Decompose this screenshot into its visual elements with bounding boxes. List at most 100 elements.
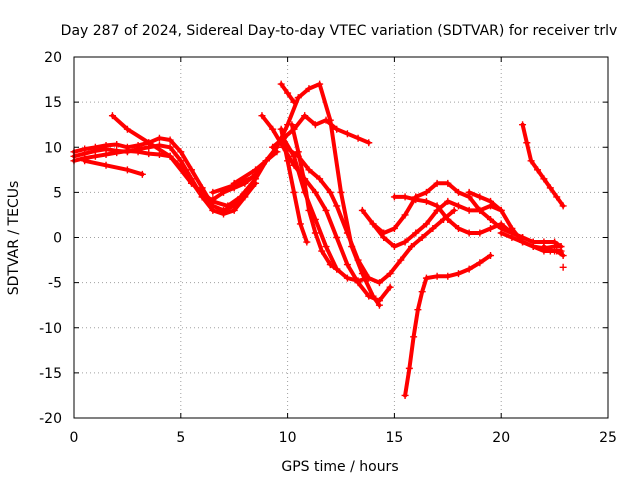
series-arc-late-3	[390, 193, 565, 251]
data-point	[380, 229, 388, 237]
data-point	[444, 197, 452, 205]
data-point	[358, 206, 366, 214]
data-point	[444, 179, 452, 187]
data-point	[465, 206, 473, 214]
data-point	[559, 263, 567, 271]
data-point	[369, 220, 377, 228]
series-line	[82, 158, 145, 177]
data-point	[290, 188, 298, 196]
data-point	[454, 224, 462, 232]
data-point	[102, 161, 110, 169]
data-point	[465, 188, 473, 196]
data-point	[145, 139, 153, 147]
data-point	[316, 175, 324, 183]
data-point	[177, 157, 185, 165]
data-point	[465, 229, 473, 237]
data-point	[311, 229, 319, 237]
data-point	[412, 229, 420, 237]
series-arc-early-4	[108, 112, 281, 210]
data-point	[390, 243, 398, 251]
data-point	[418, 234, 426, 241]
data-point	[155, 134, 163, 142]
data-point	[209, 197, 217, 205]
data-point	[375, 297, 383, 305]
data-point	[277, 125, 285, 133]
data-point	[166, 152, 174, 160]
series-line	[289, 122, 339, 272]
data-point	[177, 148, 185, 156]
data-point	[559, 202, 567, 210]
data-point	[422, 197, 430, 205]
data-point	[476, 229, 484, 237]
series-line	[270, 113, 371, 150]
data-point	[113, 149, 121, 157]
grid-layer	[74, 57, 608, 418]
data-point	[487, 215, 495, 223]
data-point	[365, 139, 373, 147]
data-point	[487, 197, 495, 205]
data-point	[333, 265, 341, 273]
y-tick-label: 5	[53, 185, 62, 201]
data-point	[187, 179, 195, 187]
data-point	[209, 188, 217, 196]
data-point	[333, 202, 341, 210]
data-point	[354, 277, 362, 285]
data-point	[277, 80, 285, 88]
series-arc-tail	[540, 243, 567, 260]
y-axis-label: SDTVAR / TECUs	[6, 181, 22, 296]
data-point	[311, 188, 319, 196]
x-tick-label: 10	[279, 430, 297, 446]
data-point	[519, 238, 527, 246]
data-point	[497, 220, 505, 228]
data-point	[305, 166, 313, 174]
y-tick-label: -20	[39, 411, 62, 427]
y-tick-label: 10	[44, 140, 62, 156]
data-point	[343, 229, 351, 237]
data-point	[301, 179, 309, 187]
data-point	[407, 243, 415, 251]
data-point	[412, 196, 420, 204]
y-tick-label: -15	[39, 366, 62, 382]
data-point	[343, 261, 351, 269]
series-arc-drop-a	[277, 125, 311, 246]
data-point	[284, 89, 292, 97]
series-line	[403, 253, 493, 398]
data-point	[540, 243, 548, 251]
series-line	[467, 190, 563, 251]
data-point	[288, 121, 296, 129]
data-point	[187, 166, 195, 174]
data-point	[433, 202, 441, 210]
series-arc-outlier	[559, 263, 567, 271]
x-tick-label: 15	[385, 430, 403, 446]
y-tick-label: -10	[39, 321, 62, 337]
data-point	[386, 270, 394, 278]
data-point	[262, 157, 270, 165]
series-arc-early-5	[81, 157, 146, 178]
data-point	[123, 125, 131, 133]
x-tick-label: 25	[599, 430, 617, 446]
data-point	[138, 170, 146, 178]
data-point	[546, 247, 554, 255]
data-point	[508, 224, 516, 232]
data-point	[326, 188, 334, 196]
data-point	[305, 206, 313, 214]
data-point	[444, 215, 452, 223]
data-point	[230, 206, 238, 214]
data-point	[523, 139, 531, 147]
data-point	[303, 238, 311, 246]
data-point	[476, 259, 484, 267]
data-point	[553, 193, 561, 201]
y-tick-label: 20	[44, 50, 62, 66]
data-point	[294, 148, 302, 156]
data-point	[252, 166, 260, 174]
data-point	[81, 157, 89, 165]
data-point	[91, 152, 99, 160]
data-point	[553, 247, 561, 255]
data-point	[145, 150, 153, 158]
data-point	[559, 252, 567, 260]
data-point	[476, 193, 484, 201]
data-point	[102, 150, 110, 158]
data-point	[487, 252, 495, 260]
data-point	[322, 116, 330, 124]
